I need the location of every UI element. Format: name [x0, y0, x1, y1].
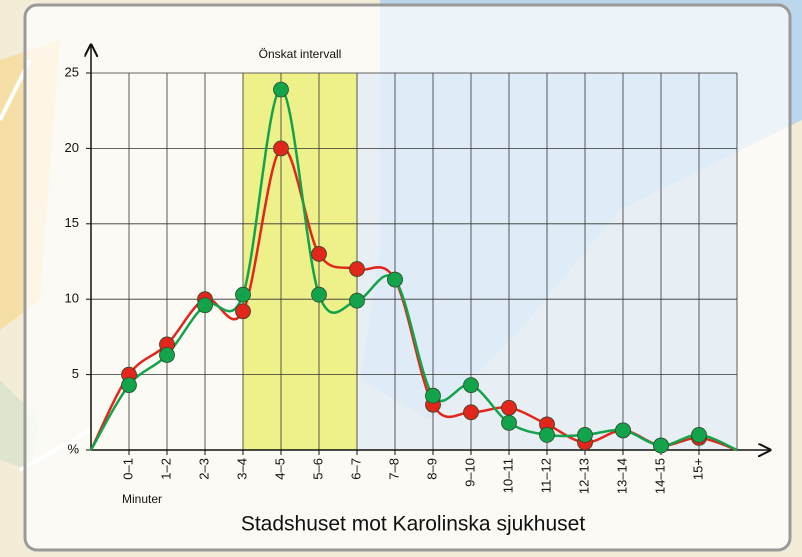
data-point: [312, 246, 327, 261]
data-point: [236, 304, 251, 319]
x-tick-label: 2–3: [196, 458, 211, 480]
data-point: [350, 262, 365, 277]
x-tick-label: 14–15: [652, 458, 667, 494]
data-point: [350, 293, 365, 308]
data-point: [236, 287, 251, 302]
data-point: [388, 272, 403, 287]
y-tick-label: 15: [65, 215, 79, 230]
data-point: [122, 378, 137, 393]
x-tick-label: 12–13: [576, 458, 591, 494]
x-tick-label: 6–7: [348, 458, 363, 480]
data-point: [274, 82, 289, 97]
x-tick-label: 4–5: [272, 458, 287, 480]
data-point: [502, 415, 517, 430]
data-point: [540, 427, 555, 442]
highlight-band: [243, 73, 357, 450]
x-tick-label: 5–6: [310, 458, 325, 480]
page: {"chart_data": {"type": "line", "title":…: [0, 0, 802, 557]
data-point: [464, 378, 479, 393]
x-tick-label: 10–11: [500, 458, 515, 493]
chart: Önskat intervall% 5 10 15 20 25 0–1 1–2 2–3 3–4 4–…: [0, 0, 802, 557]
data-point: [426, 388, 441, 403]
data-point: [198, 298, 213, 313]
y-tick-label: 5: [72, 366, 79, 381]
y-tick-label: %: [67, 441, 79, 456]
x-tick-label: 11–12: [538, 458, 553, 493]
data-point: [616, 423, 631, 438]
data-point: [578, 427, 593, 442]
x-tick-label: 8–9: [424, 458, 439, 480]
x-axis-label: Minuter: [122, 492, 162, 506]
data-point: [502, 400, 517, 415]
x-tick-label: 1–2: [158, 458, 173, 480]
data-point: [312, 287, 327, 302]
x-tick-label: 9–10: [462, 458, 477, 487]
x-tick-label: 0–1: [120, 458, 135, 480]
x-tick-label: 7–8: [386, 458, 401, 480]
highlight-label: Önskat intervall: [259, 47, 342, 61]
chart-title: Stadshuset mot Karolinska sjukhuset: [241, 513, 586, 536]
data-point: [654, 438, 669, 453]
y-tick-label: 25: [65, 64, 79, 79]
y-tick-label: 10: [65, 291, 79, 306]
data-point: [692, 427, 707, 442]
data-point: [464, 405, 479, 420]
data-point: [274, 141, 289, 156]
y-tick-label: 20: [65, 140, 79, 155]
data-point: [160, 347, 175, 362]
x-tick-label: 3–4: [234, 458, 249, 480]
x-tick-label: 13–14: [614, 458, 629, 494]
x-tick-label: 15+: [690, 458, 705, 480]
